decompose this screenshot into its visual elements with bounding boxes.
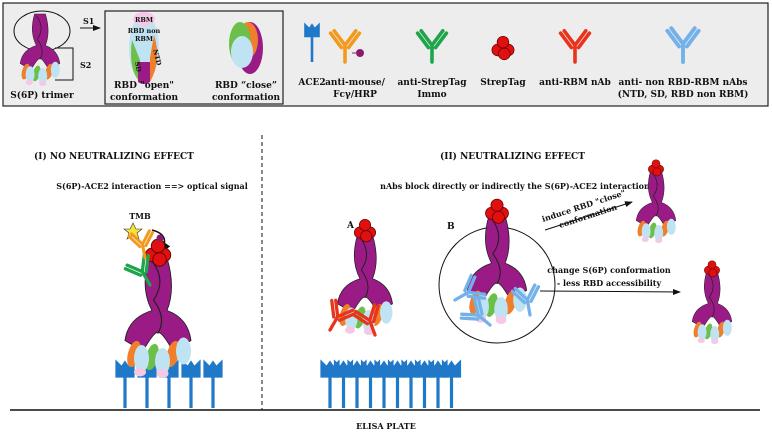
hrp-icon bbox=[156, 234, 164, 242]
label-b: B bbox=[447, 222, 455, 232]
s2-bracket bbox=[55, 47, 74, 81]
panel-left-title: (I) NO NEUTRALIZING EFFECT bbox=[34, 151, 194, 162]
bound-spike-trimer bbox=[124, 238, 192, 378]
ace2-receptor-icon bbox=[441, 359, 462, 408]
antibody-icon bbox=[328, 28, 362, 64]
antibody-icon bbox=[351, 303, 381, 337]
streptag-icon bbox=[144, 238, 172, 267]
rbd-non-label: RBD non bbox=[128, 27, 161, 35]
sd-label: SD bbox=[133, 61, 143, 73]
streptag-icon bbox=[354, 219, 376, 243]
antibody-icon bbox=[510, 283, 541, 317]
anti-non-rbd-antibody-icon bbox=[665, 26, 701, 64]
anti-streptag-antibody-icon bbox=[415, 28, 449, 64]
anti-non-rbd-label: anti- non RBD-RBM nAbs bbox=[619, 78, 748, 88]
antibody-icon bbox=[453, 273, 487, 302]
ace2-icon bbox=[304, 22, 320, 62]
antibody-icon bbox=[459, 296, 492, 327]
streptag-icon bbox=[485, 198, 509, 224]
anti-streptag-label-2: Immo bbox=[417, 90, 446, 100]
anti-mouse-label-2: Fcγ/HRP bbox=[333, 90, 377, 100]
ace2-receptor-icon bbox=[304, 22, 320, 62]
rbd-close-label: RBD “close” bbox=[215, 81, 277, 91]
antibody-icon bbox=[558, 28, 592, 64]
arrow2-label-2: - less RBD accessibility bbox=[557, 278, 662, 288]
spike-changed-conformation bbox=[691, 260, 733, 344]
ace2-receptor-icon bbox=[181, 359, 201, 408]
streptag-icon bbox=[491, 35, 515, 61]
antibody-icon bbox=[665, 26, 701, 64]
legend-box: S1 S2 S(6P) trimer RBM RBD non RBM SD NT… bbox=[2, 2, 769, 107]
streptag-icon bbox=[648, 159, 664, 177]
label-a: A bbox=[346, 221, 355, 231]
rbm-label: RBM bbox=[135, 16, 153, 24]
elisa-plate-label: ELISA PLATE bbox=[356, 421, 416, 431]
rbd-open-label: RBD "open" bbox=[114, 81, 174, 91]
hrp-icon bbox=[356, 49, 364, 57]
arrow2-label: change S(6P) conformation bbox=[547, 265, 671, 275]
anti-mouse-antibody-icon bbox=[328, 28, 362, 64]
tmb-label: TMB bbox=[129, 211, 151, 221]
right-assembly bbox=[320, 159, 733, 408]
anti-rbm-label: anti-RBM nAb bbox=[539, 78, 611, 88]
rbm-label-2: RBM bbox=[135, 35, 153, 43]
close-conformation-arrow bbox=[544, 201, 633, 231]
panel-left-subtitle: S(6P)-ACE2 interaction ==> optical signa… bbox=[56, 181, 247, 191]
anti-streptag-label: anti-StrepTag bbox=[397, 78, 467, 88]
left-assembly bbox=[115, 229, 223, 408]
antibody-icon bbox=[328, 298, 357, 332]
anti-rbm-antibody-icon bbox=[558, 28, 592, 64]
rbd-close-icon bbox=[229, 22, 263, 74]
rbd-conformation-box bbox=[104, 10, 284, 105]
s2-label: S2 bbox=[80, 60, 91, 70]
s1-label: S1 bbox=[83, 16, 94, 26]
rbd-open-icon bbox=[129, 12, 159, 84]
antibody-icon bbox=[123, 253, 152, 287]
trimer-label: S(6P) trimer bbox=[10, 90, 74, 101]
conformation-change-arrow bbox=[539, 288, 681, 295]
ace2-receptor-icon bbox=[115, 359, 135, 408]
streptag-icon bbox=[704, 260, 720, 278]
streptag-icon bbox=[491, 35, 515, 61]
anti-mouse-label: anti-mouse/ bbox=[325, 78, 386, 88]
rbd-open-label-2: conformation bbox=[110, 93, 179, 103]
ace2-receptor-icon bbox=[203, 359, 223, 408]
antibody-icon bbox=[415, 28, 449, 64]
panel-right-title: (II) NEUTRALIZING EFFECT bbox=[440, 151, 585, 162]
legend-spike-trimer bbox=[19, 13, 61, 86]
spike-close-conformation bbox=[635, 159, 677, 243]
legend-trimer-icon bbox=[19, 13, 61, 86]
rbd-close-label-2: conformation bbox=[212, 93, 281, 103]
ace2-label: ACE2 bbox=[297, 78, 325, 88]
antibody-icon bbox=[127, 229, 155, 260]
panel-right-subtitle: nAbs block directly or indirectly the S(… bbox=[380, 181, 650, 191]
anti-non-rbd-label-2: (NTD, SD, RBD non RBM) bbox=[618, 89, 749, 100]
streptag-label: StrepTag bbox=[480, 78, 526, 88]
